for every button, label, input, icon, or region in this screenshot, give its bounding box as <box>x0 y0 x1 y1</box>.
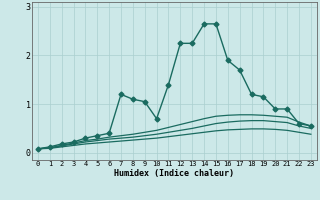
X-axis label: Humidex (Indice chaleur): Humidex (Indice chaleur) <box>115 169 234 178</box>
